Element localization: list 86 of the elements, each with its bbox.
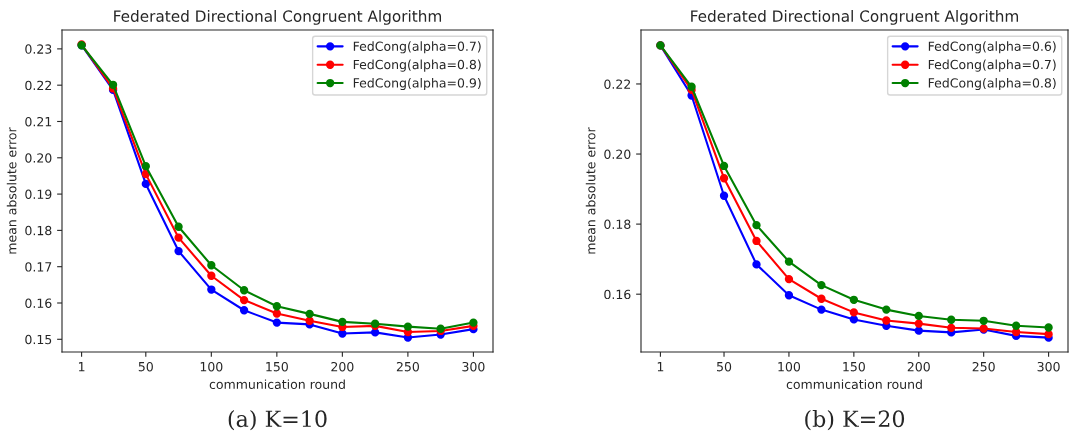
point <box>687 82 696 91</box>
point <box>849 308 859 317</box>
point <box>817 280 826 290</box>
point <box>141 179 150 189</box>
point <box>752 221 761 230</box>
y-tick-label: 0.23 <box>25 44 52 54</box>
point <box>108 80 118 89</box>
x-tick-label: 250 <box>396 361 419 372</box>
point <box>207 271 216 280</box>
point <box>752 260 761 269</box>
point <box>174 222 183 231</box>
point <box>338 317 347 327</box>
point <box>141 161 150 171</box>
y-tick-label: 0.20 <box>604 149 631 159</box>
point <box>174 233 183 242</box>
point <box>239 295 249 305</box>
point <box>784 257 794 266</box>
x-axis-title: communication round <box>786 379 922 390</box>
point <box>174 246 183 256</box>
chart-title: Federated Directional Congruent Algorithm <box>691 10 1019 25</box>
point <box>784 274 794 284</box>
point <box>1011 321 1021 330</box>
point <box>207 261 216 270</box>
text: (b) K=20 <box>805 409 905 431</box>
point <box>882 316 891 325</box>
point <box>272 318 282 327</box>
point <box>914 319 923 328</box>
y-tick-label: 0.18 <box>25 225 52 236</box>
x-tick-label: 50 <box>717 361 732 372</box>
x-tick-label: 300 <box>462 361 485 372</box>
point <box>947 315 956 324</box>
y-tick-label: 0.21 <box>25 116 52 127</box>
text: (a) K=10 <box>228 409 327 431</box>
x-tick-label: 100 <box>778 361 801 372</box>
x-tick-label: 200 <box>331 361 354 372</box>
legend-label: FedCong(alpha=0.6) <box>928 41 1056 54</box>
point <box>817 294 826 303</box>
point <box>979 316 988 325</box>
y-tick-label: 0.22 <box>604 79 631 89</box>
point <box>1044 323 1053 332</box>
y-tick-label: 0.17 <box>25 262 52 272</box>
point <box>719 161 729 171</box>
point <box>469 318 478 327</box>
point <box>239 286 249 295</box>
point <box>817 305 826 314</box>
y-tick-label: 0.22 <box>25 80 52 91</box>
point <box>882 305 891 314</box>
chart-title: Federated Directional Congruent Algorithm <box>114 10 442 25</box>
legend-label: FedCong(alpha=0.7) <box>353 41 481 54</box>
legend-label: FedCong(alpha=0.7) <box>928 59 1056 72</box>
point <box>719 174 729 183</box>
x-tick-label: 100 <box>200 361 223 372</box>
point <box>272 302 282 311</box>
point <box>719 191 729 200</box>
x-tick-label: 1 <box>657 362 664 372</box>
y-axis-title: mean absolute error <box>585 127 596 254</box>
x-tick-label: 200 <box>907 361 930 372</box>
y-tick-label: 0.15 <box>25 334 52 345</box>
x-axis-title: communication round <box>209 379 345 390</box>
point <box>914 311 923 321</box>
y-tick-label: 0.18 <box>604 219 631 230</box>
point <box>305 309 314 319</box>
point <box>403 322 413 331</box>
x-tick-label: 50 <box>138 361 153 372</box>
y-tick-label: 0.16 <box>604 289 631 300</box>
x-tick-label: 150 <box>843 361 865 372</box>
point <box>784 291 794 300</box>
legend-label: FedCong(alpha=0.9) <box>353 77 481 91</box>
y-tick-label: 0.20 <box>25 153 52 163</box>
legend-label: FedCong(alpha=0.8) <box>928 77 1056 91</box>
point <box>752 236 761 246</box>
y-tick-label: 0.19 <box>25 189 52 200</box>
point <box>947 323 956 332</box>
y-tick-label: 0.16 <box>25 298 52 308</box>
point <box>849 295 859 304</box>
point <box>239 306 249 315</box>
y-axis-title: mean absolute error <box>6 127 17 254</box>
point <box>272 309 282 318</box>
point <box>305 316 314 325</box>
point <box>207 285 216 294</box>
point <box>849 315 859 324</box>
legend-label: FedCong(alpha=0.8) <box>353 59 481 72</box>
x-tick-label: 1 <box>78 362 85 372</box>
x-tick-label: 250 <box>972 361 995 372</box>
x-tick-label: 150 <box>266 361 288 372</box>
x-tick-label: 300 <box>1037 361 1060 372</box>
